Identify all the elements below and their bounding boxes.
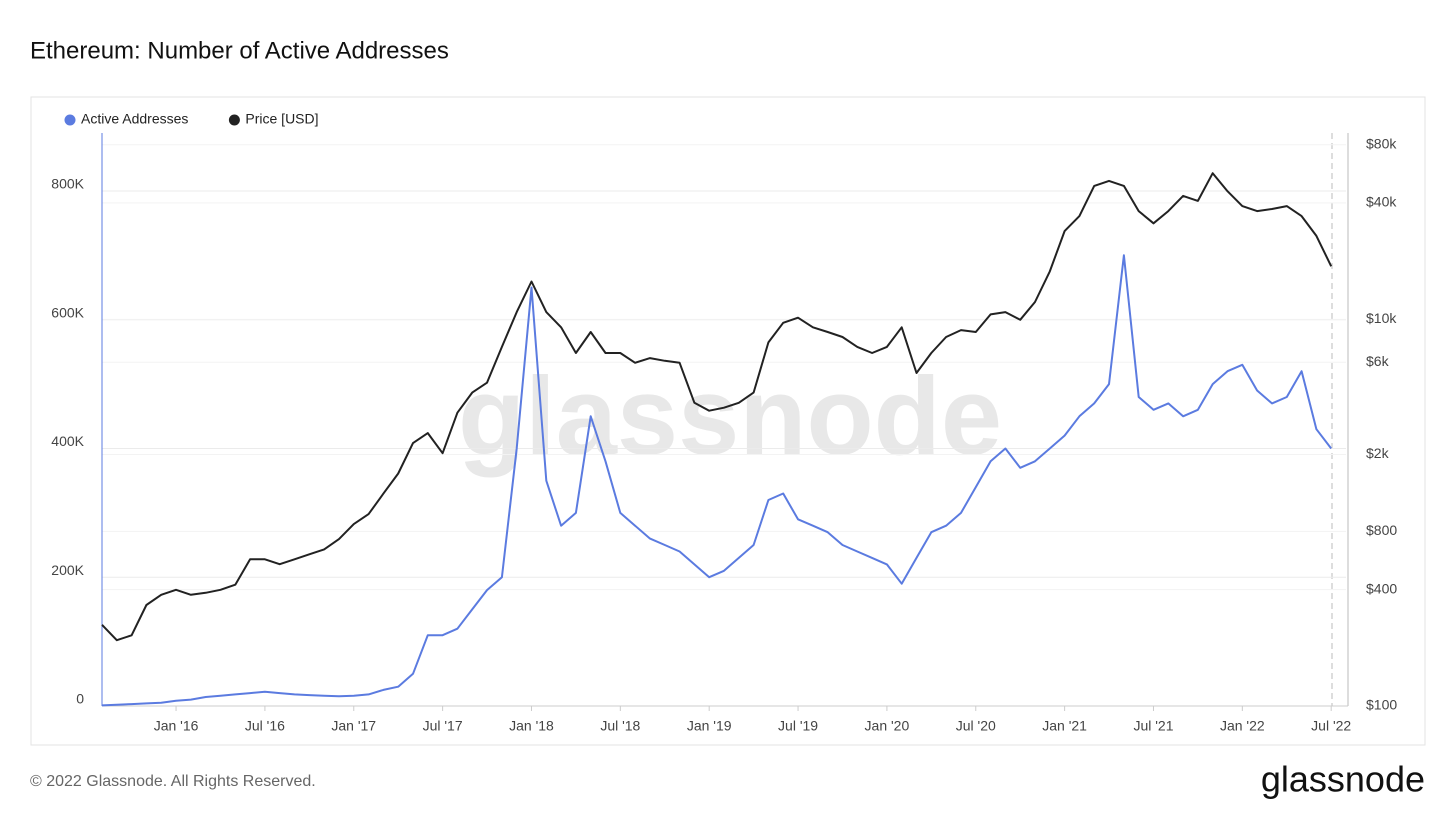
series-line xyxy=(101,172,1333,642)
y-tick-label: 400K xyxy=(51,433,84,449)
x-tick-label: Jul '21 xyxy=(1133,718,1173,734)
logo: glassnode xyxy=(1261,759,1425,800)
copyright: © 2022 Glassnode. All Rights Reserved. xyxy=(30,773,316,790)
watermark: glassnode xyxy=(458,355,1002,478)
y2-tick-label: $6k xyxy=(1366,353,1390,369)
x-tick-label: Jul '16 xyxy=(245,718,285,734)
y-tick-label: 0 xyxy=(76,691,84,707)
legend-marker xyxy=(64,114,76,126)
y2-tick-label: $2k xyxy=(1366,445,1390,461)
chart-title: Ethereum: Number of Active Addresses xyxy=(30,37,449,64)
y2-tick-label: $80k xyxy=(1366,135,1397,151)
x-tick-label: Jan '22 xyxy=(1220,718,1265,734)
x-tick-label: Jan '19 xyxy=(687,718,732,734)
x-tick-label: Jan '17 xyxy=(331,718,376,734)
y-tick-label: 600K xyxy=(51,304,84,320)
y2-tick-label: $400 xyxy=(1366,580,1397,596)
x-tick-label: Jan '16 xyxy=(154,718,199,734)
chart-frame xyxy=(30,96,1426,746)
x-tick-label: Jan '21 xyxy=(1042,718,1087,734)
x-tick-label: Jan '20 xyxy=(865,718,910,734)
legend-label: Active Addresses xyxy=(81,111,188,127)
x-tick-label: Jul '22 xyxy=(1311,718,1351,734)
y2-tick-label: $800 xyxy=(1366,522,1397,538)
y-tick-label: 800K xyxy=(51,176,84,192)
x-tick-label: Jul '18 xyxy=(600,718,640,734)
x-tick-label: Jul '20 xyxy=(956,718,996,734)
x-tick-label: Jul '17 xyxy=(423,718,463,734)
y2-tick-label: $10k xyxy=(1366,310,1397,326)
y2-tick-label: $40k xyxy=(1366,194,1397,210)
x-tick-label: Jul '19 xyxy=(778,718,818,734)
series-line xyxy=(101,254,1332,707)
legend-label: Price [USD] xyxy=(245,111,318,127)
y-tick-label: 200K xyxy=(51,562,84,578)
y2-tick-label: $100 xyxy=(1366,697,1397,713)
legend-marker xyxy=(228,114,240,126)
x-tick-label: Jan '18 xyxy=(509,718,554,734)
